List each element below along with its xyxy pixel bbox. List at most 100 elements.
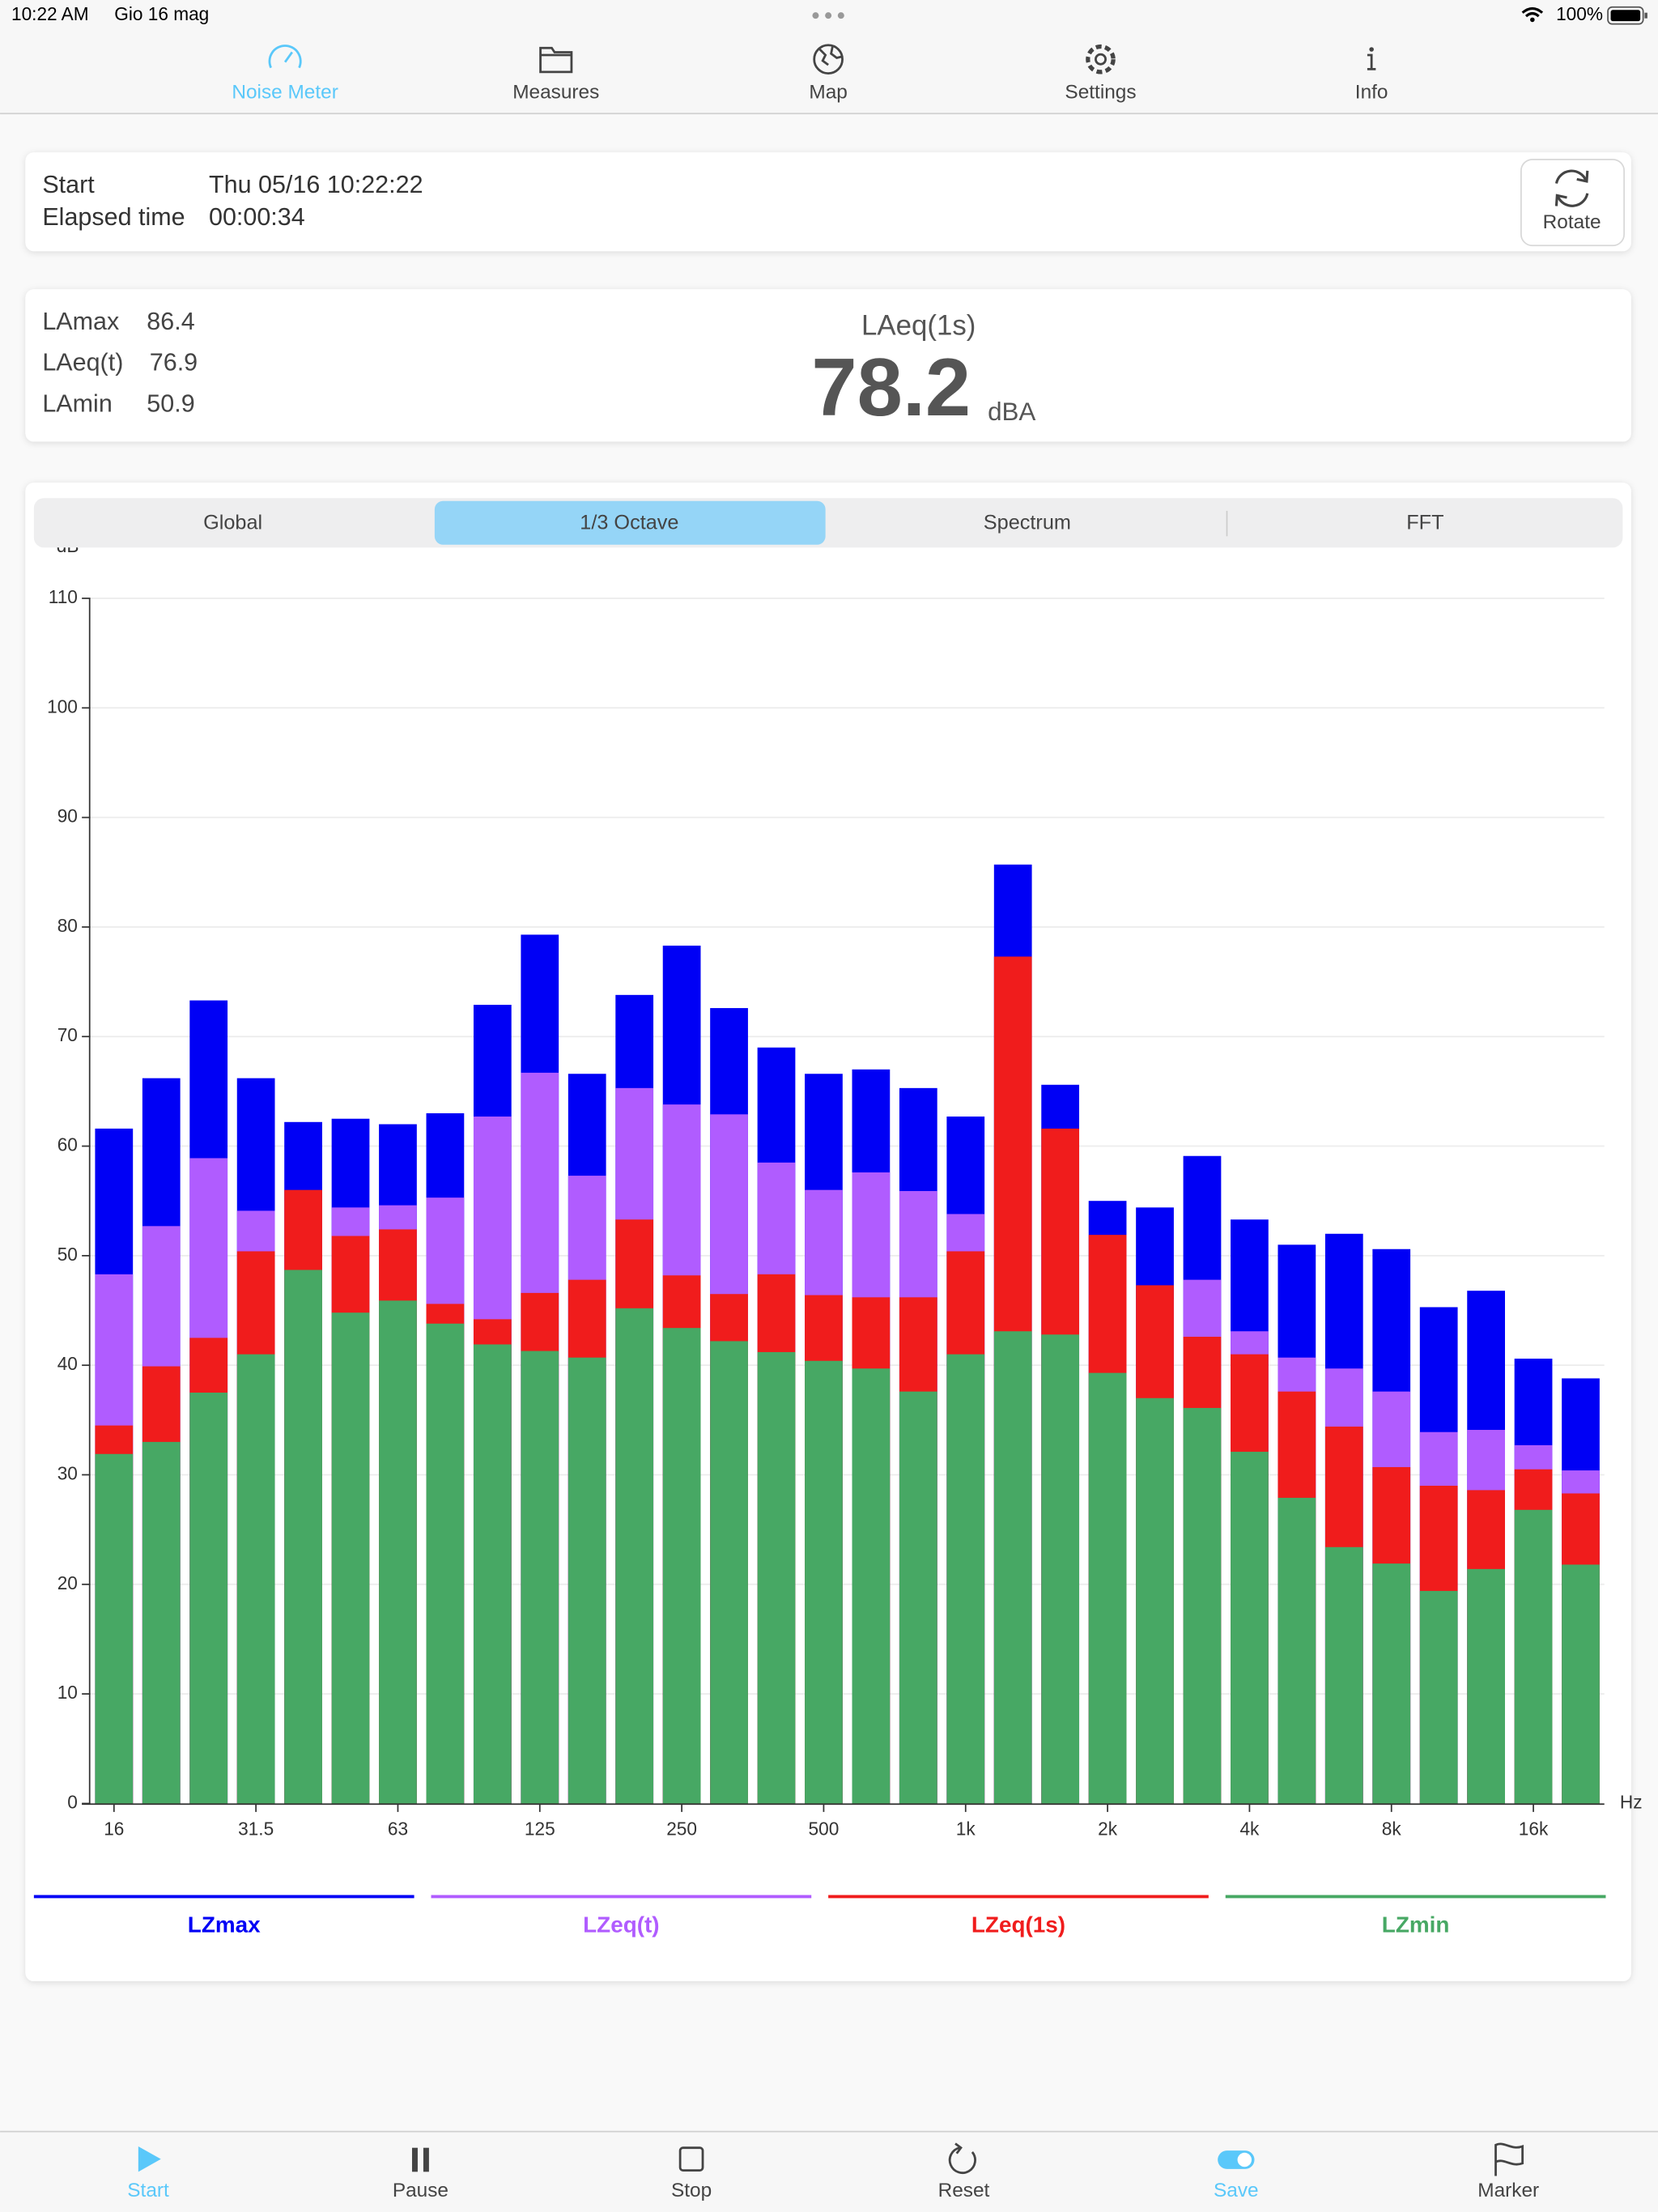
rotate-button[interactable] [1520, 159, 1625, 247]
battery-icon [1644, 12, 1647, 19]
bar [1467, 1568, 1505, 1804]
y-tick-label: 70 [57, 1024, 78, 1045]
bottom-label[interactable]: Save [1214, 2180, 1259, 2201]
dot [825, 12, 832, 19]
bar [615, 1308, 654, 1804]
bar [662, 1328, 701, 1804]
bottom-icon [1494, 2142, 1524, 2176]
bar [521, 1351, 559, 1804]
segment-label[interactable]: 1/3 Octave [580, 511, 678, 534]
stat-value: 86.4 [147, 308, 194, 335]
stat-label: LAeq(t) [42, 349, 123, 376]
bar [805, 1360, 843, 1804]
bar [710, 1341, 748, 1804]
main-value: 78.2 [811, 342, 971, 433]
tab-icon [813, 44, 844, 75]
bottom-icon [423, 2147, 429, 2172]
bar [236, 1354, 275, 1804]
tab-icon [268, 45, 302, 69]
battery-icon [1607, 6, 1644, 25]
main-label: LAeq(1s) [861, 310, 976, 342]
bar [1088, 1372, 1127, 1804]
y-tick-label: 10 [57, 1682, 78, 1703]
bottom-icon [138, 2146, 161, 2172]
x-tick-label: 63 [388, 1819, 408, 1840]
segmented-control [33, 498, 1623, 548]
status-date: Gio 16 mag [114, 3, 209, 24]
tab-icon [1086, 44, 1116, 74]
levels: LAeq(1s) 78.2 dBA [811, 310, 1035, 433]
x-tick-label: 1k [956, 1819, 976, 1840]
x-tick-label: 125 [525, 1819, 555, 1840]
tab-label[interactable]: Settings [1065, 81, 1136, 103]
y-tick-label: 60 [57, 1134, 78, 1155]
y-tick-label: 30 [57, 1462, 78, 1483]
tab-label[interactable]: Noise Meter [232, 81, 338, 103]
bottom-label[interactable]: Start [127, 2180, 169, 2201]
battery-label: 100% [1556, 3, 1603, 24]
session-card [25, 152, 1631, 252]
x-tick-label: 8k [1382, 1819, 1402, 1840]
y-tick-label: 50 [57, 1244, 78, 1265]
rotate-label[interactable]: Rotate [1543, 211, 1601, 233]
segment-label[interactable]: FFT [1406, 511, 1443, 534]
stat-value: 76.9 [150, 349, 198, 376]
bar [1183, 1407, 1222, 1804]
bottom-label[interactable]: Stop [671, 2180, 712, 2201]
bottom-icon [678, 2146, 704, 2172]
y-tick-label: 90 [57, 806, 78, 827]
rotate-icon [1554, 169, 1589, 207]
tab-icon [1367, 53, 1376, 70]
y-tick-label: 80 [57, 915, 78, 936]
legend-label[interactable]: LZmax [188, 1912, 261, 1937]
segment-label[interactable]: Global [203, 511, 262, 534]
dot [812, 12, 819, 19]
bottom-label[interactable]: Reset [938, 2180, 990, 2201]
tab-icon [283, 51, 293, 63]
bar [379, 1300, 417, 1804]
x-tick-label: 500 [809, 1819, 840, 1840]
bar [852, 1368, 891, 1804]
wifi-icon [1530, 17, 1535, 23]
bar [331, 1312, 370, 1804]
y-tick-label: 40 [57, 1353, 78, 1374]
bottom-icon [954, 2142, 963, 2155]
top-bar [0, 0, 1658, 113]
x-tick-label: 2k [1098, 1819, 1118, 1840]
tab-label[interactable]: Measures [512, 81, 599, 103]
x-tick-label: 16 [104, 1819, 124, 1840]
bar [1514, 1509, 1553, 1804]
status-bar: 10:22 AM Gio 16 mag 100% [11, 3, 1647, 25]
bar [1231, 1452, 1269, 1804]
tab-label[interactable]: Map [809, 81, 847, 103]
bottom-icon [1237, 2152, 1252, 2167]
bar [1419, 1590, 1458, 1804]
elapsed-label: Elapsed time [42, 203, 185, 231]
x-tick-label: 16k [1519, 1819, 1549, 1840]
stat-label: LAmin [42, 389, 112, 417]
start-label: Start [42, 171, 95, 198]
legend-label[interactable]: LZeq(t) [583, 1912, 659, 1937]
stat-value: 50.9 [147, 389, 194, 417]
bar [1372, 1563, 1411, 1804]
bar [993, 1331, 1032, 1804]
legend-label[interactable]: LZmin [1382, 1912, 1450, 1937]
main-unit: dBA [988, 398, 1035, 426]
tab-label[interactable]: Info [1355, 81, 1388, 103]
segment-active[interactable] [434, 500, 826, 545]
y-tick-label: 110 [49, 586, 78, 607]
bar [95, 1453, 134, 1804]
segment-label[interactable]: Spectrum [984, 511, 1071, 534]
bar [757, 1351, 796, 1804]
legend-label[interactable]: LZeq(1s) [971, 1912, 1065, 1937]
x-tick-label: 31.5 [238, 1819, 274, 1840]
bar [142, 1441, 181, 1804]
bar [473, 1344, 512, 1804]
tab-icon [1369, 47, 1374, 52]
bottom-label[interactable]: Pause [393, 2180, 449, 2201]
bar [1136, 1397, 1174, 1804]
bar [189, 1393, 228, 1804]
status-time: 10:22 AM [11, 3, 89, 24]
bottom-label[interactable]: Marker [1477, 2180, 1539, 2201]
